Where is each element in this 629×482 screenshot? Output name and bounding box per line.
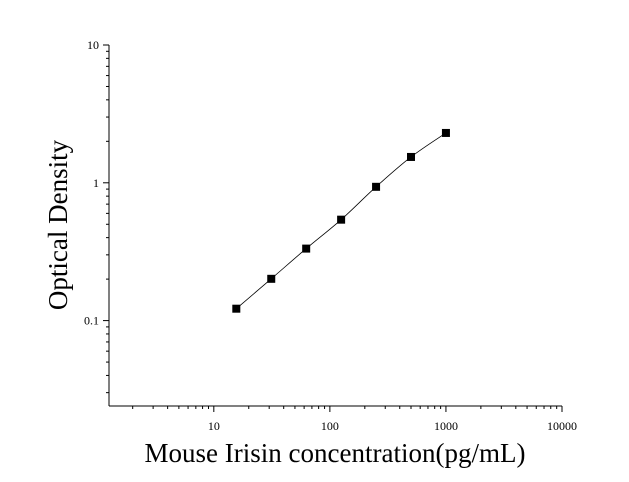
y-tick-label: 10 <box>87 38 99 52</box>
x-tick-label: 10000 <box>547 419 577 433</box>
data-point <box>407 152 415 161</box>
data-point <box>267 274 276 283</box>
data-point <box>441 128 450 137</box>
y-tick-label: 1 <box>93 176 99 190</box>
data-point <box>302 244 311 253</box>
y-axis-title: Optical Density <box>43 139 73 310</box>
data-point <box>232 304 241 313</box>
x-tick-label: 1000 <box>434 419 458 433</box>
y-tick-label: 0.1 <box>84 314 99 328</box>
data-point <box>337 215 346 224</box>
x-axis-title: Mouse Irisin concentration(pg/mL) <box>145 438 526 468</box>
x-tick-label: 100 <box>321 419 339 433</box>
x-tick-label: 10 <box>208 419 220 433</box>
data-point <box>372 182 381 191</box>
